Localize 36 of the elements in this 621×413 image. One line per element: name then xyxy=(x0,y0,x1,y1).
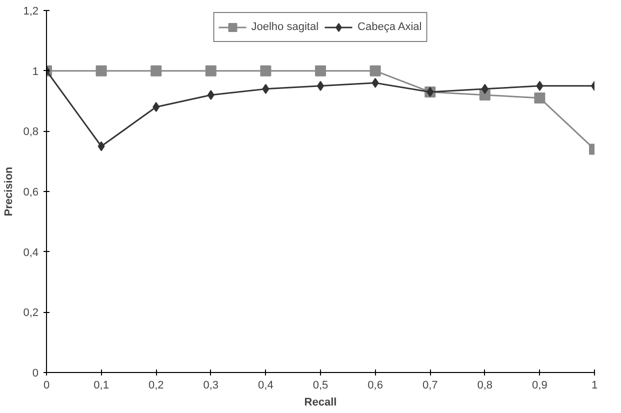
x-axis-title: Recall xyxy=(304,396,337,408)
x-tick-label: 0,5 xyxy=(312,380,328,392)
point xyxy=(262,84,270,94)
x-tick-label: 0,3 xyxy=(203,380,219,392)
point xyxy=(370,65,381,76)
y-tick-label: 1,2 xyxy=(23,6,39,18)
x-tick-label: 0,4 xyxy=(258,380,274,392)
x-tick-label: 0 xyxy=(43,380,50,392)
legend-label: Cabeça Axial xyxy=(358,21,422,33)
point xyxy=(534,92,546,104)
x-tick-label: 0,6 xyxy=(368,380,383,392)
y-tick-label: 1 xyxy=(32,66,39,78)
legend-label: Joelho sagital xyxy=(251,21,319,33)
point xyxy=(315,65,326,76)
point xyxy=(481,84,488,94)
y-tick-label: 0,6 xyxy=(23,186,39,198)
point xyxy=(152,102,160,112)
point xyxy=(372,78,379,88)
point xyxy=(207,90,214,100)
x-tick-label: 0,1 xyxy=(94,380,109,392)
x-tick-label: 0,7 xyxy=(422,380,438,392)
y-tick-label: 0,4 xyxy=(23,246,39,259)
x-tick-label: 0,2 xyxy=(148,380,164,392)
point xyxy=(96,65,107,76)
x-tick-label: 1 xyxy=(591,380,598,392)
point xyxy=(536,80,544,91)
point xyxy=(260,65,272,76)
y-tick-label: 0,2 xyxy=(23,307,39,320)
x-tick-label: 0,8 xyxy=(477,380,493,392)
point xyxy=(150,65,162,76)
y-tick-label: 0 xyxy=(32,368,39,380)
point xyxy=(98,141,105,152)
x-tick-label: 0,9 xyxy=(532,380,548,392)
y-tick-label: 0,8 xyxy=(23,126,39,138)
point xyxy=(205,65,216,76)
y-axis-title: Precision xyxy=(3,166,16,216)
